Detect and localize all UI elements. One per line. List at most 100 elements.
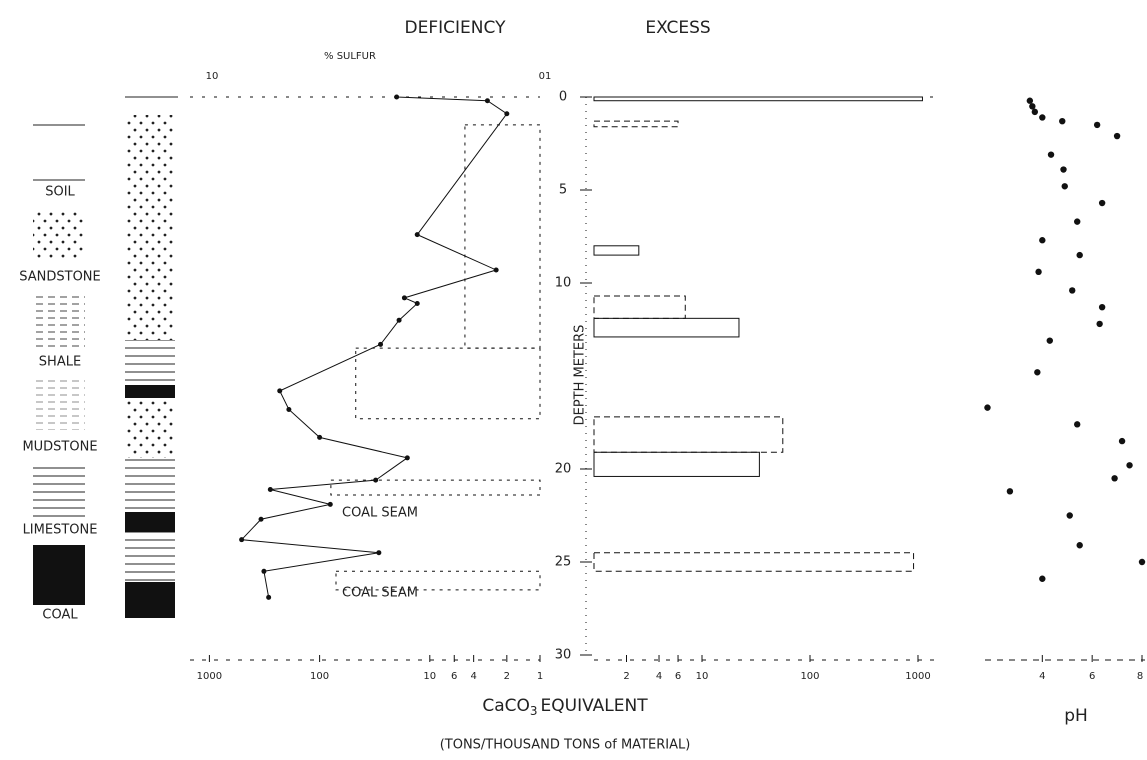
ph-point [1039, 114, 1046, 121]
ph-point [1060, 166, 1067, 173]
lithology-legend-swatches [33, 124, 85, 605]
annotation: COAL SEAM [342, 586, 418, 601]
ph-point [1039, 575, 1046, 582]
y-tick-label: 0 [559, 90, 567, 105]
sulfur-point [266, 594, 272, 600]
deficiency-interval [355, 347, 541, 420]
sulfur-point [414, 232, 420, 238]
lithology-label: SANDSTONE [19, 270, 101, 285]
lithology-label: MUDSTONE [22, 440, 97, 455]
ph-point [1076, 542, 1083, 549]
ph-point [1093, 121, 1101, 129]
ph-point [1039, 237, 1046, 244]
ph-point [1006, 488, 1014, 495]
excess-interval [593, 416, 784, 453]
x-tick-label: 100 [800, 671, 819, 682]
ph-point [1029, 103, 1036, 110]
x-axis-units: (TONS/THOUSAND TONS of MATERIAL) [440, 738, 691, 753]
sulfur-point [396, 317, 402, 323]
x-axis-label: CaCO3 EQUIVALENT [482, 696, 648, 718]
x-tick-label: 10 [696, 671, 709, 682]
lithology-label: SHALE [39, 355, 81, 370]
ph-point [1098, 303, 1106, 311]
sulfur-tick: 10 [206, 71, 219, 82]
sulfur-point [317, 434, 323, 440]
ph-point [1031, 108, 1039, 116]
ph-point [1076, 251, 1083, 259]
ph-point [1034, 369, 1041, 376]
sulfur-point [258, 516, 264, 522]
lithology-label: COAL [42, 608, 78, 623]
excess-interval [593, 245, 640, 256]
ph-point [1111, 475, 1118, 482]
x-label-part: EQUIVALENT [541, 696, 649, 716]
ph-point [1061, 183, 1068, 190]
ph-point [1035, 268, 1042, 276]
x-tick-label: 2 [504, 671, 510, 682]
ph-point [1066, 512, 1073, 519]
deficiency-interval [464, 124, 541, 349]
sulfur-point [373, 477, 379, 483]
annotation: COAL SEAM [342, 506, 418, 521]
ph-point [1113, 132, 1121, 140]
sulfur-line [240, 96, 508, 598]
sulfur-point [378, 341, 384, 347]
y-tick-label: 30 [555, 648, 572, 663]
ph-point [984, 404, 991, 411]
ph-axis-label: pH [1064, 706, 1088, 726]
y-axis-label: DEPTH METERS [573, 325, 588, 426]
sulfur-point [493, 267, 499, 273]
ph-tick-label: 8 [1137, 671, 1143, 682]
ph-point [1098, 199, 1106, 207]
sulfur-tick: 01 [539, 71, 552, 82]
sulfur-point [267, 486, 273, 492]
sulfur-point [261, 568, 267, 574]
x-tick-label: 100 [310, 671, 329, 682]
sulfur-point [414, 300, 420, 306]
x-tick-label: 1000 [905, 671, 930, 682]
ph-point [1118, 437, 1126, 445]
y-tick-label: 5 [559, 183, 567, 198]
sulfur-point [504, 111, 510, 117]
ph-point [1074, 218, 1081, 225]
excess-interval [593, 451, 760, 477]
lithology-label: LIMESTONE [23, 523, 98, 538]
sulfur-point [286, 406, 292, 412]
sulfur-label: % SULFUR [324, 51, 376, 62]
x-label-part: CaCO [482, 696, 530, 716]
ph-point [1074, 421, 1081, 428]
excess-interval [593, 120, 679, 128]
ph-point [1059, 117, 1066, 125]
x-tick-label: 6 [451, 671, 457, 682]
x-tick-label: 1 [537, 671, 543, 682]
deficiency-interval [330, 479, 541, 496]
x-label-part: 3 [530, 704, 538, 718]
sulfur-point [404, 455, 410, 461]
x-tick-label: 10 [423, 671, 436, 682]
x-tick-label: 2 [623, 671, 629, 682]
excess-interval [593, 295, 686, 319]
x-tick-label: 4 [656, 671, 662, 682]
excess-interval [593, 96, 923, 102]
x-tick-label: 6 [675, 671, 681, 682]
ph-tick-label: 6 [1089, 671, 1095, 682]
ph-point [1046, 337, 1053, 344]
x-tick-label: 1000 [197, 671, 222, 682]
lithology-label: SOIL [45, 185, 75, 200]
excess-interval [593, 552, 915, 572]
sulfur-point [277, 388, 283, 394]
ph-point [1069, 287, 1076, 294]
ph-point [1138, 558, 1146, 566]
excess-label: EXCESS [645, 18, 710, 38]
sulfur-point [239, 537, 245, 543]
sulfur-point [401, 295, 407, 301]
ph-point [1047, 151, 1055, 158]
sulfur-point [327, 501, 333, 507]
excess-interval [593, 317, 740, 338]
ph-point [1096, 320, 1103, 328]
y-tick-label: 25 [555, 555, 572, 570]
sulfur-point [394, 94, 400, 100]
deficiency-label: DEFICIENCY [405, 18, 507, 38]
lithology-column [125, 96, 178, 618]
